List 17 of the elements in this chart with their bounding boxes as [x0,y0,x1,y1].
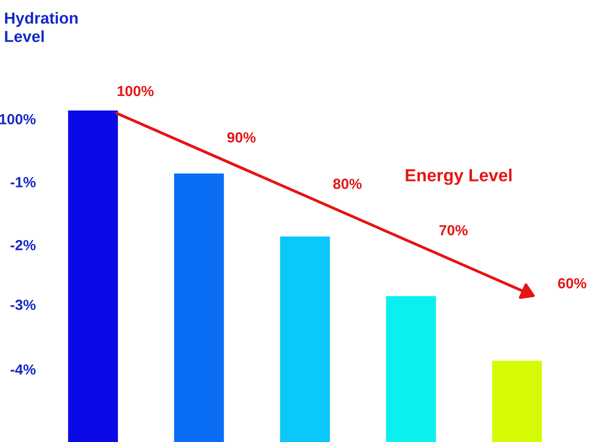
y-axis-title: Hydration Level [5,12,78,42]
bar [492,360,542,442]
annotation: 70% [439,225,468,236]
annotation: 60% [558,278,586,288]
text: -4% [10,364,36,375]
bar [68,110,118,442]
text: -2% [10,240,36,250]
bar [386,296,436,442]
bar [280,236,330,442]
annotation: 90% [227,132,256,143]
annotation: Energy Level [406,168,512,185]
annotation: 80% [333,178,362,189]
text: 100% [118,86,154,96]
bar [174,173,224,442]
text: 100% [0,114,36,124]
text: -3% [10,300,36,310]
text: -1% [10,177,36,188]
